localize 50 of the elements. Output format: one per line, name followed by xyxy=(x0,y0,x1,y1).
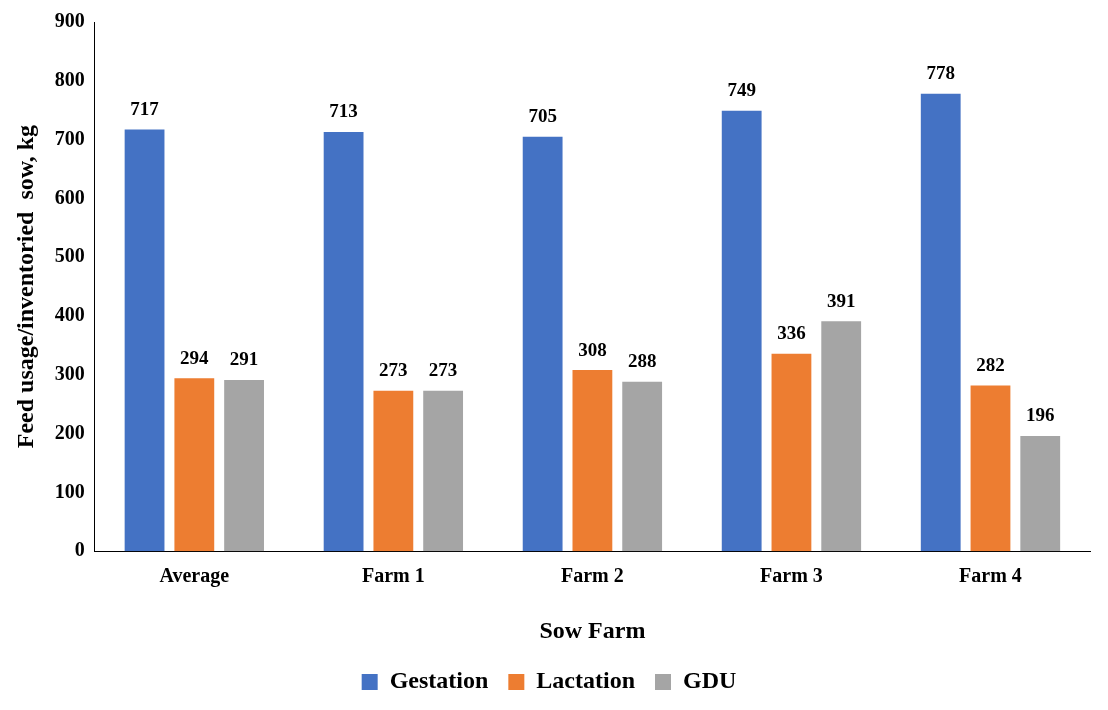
bar xyxy=(174,378,215,552)
data-label: 294 xyxy=(180,346,210,368)
x-tick-label: Average xyxy=(159,564,230,588)
bar xyxy=(920,93,961,552)
bar xyxy=(124,129,165,552)
x-tick-label: Farm 3 xyxy=(760,564,823,587)
y-tick-label: 800 xyxy=(54,67,85,90)
y-tick-label: 200 xyxy=(54,420,85,443)
data-label: 705 xyxy=(528,105,557,127)
data-label: 273 xyxy=(428,359,458,381)
bar xyxy=(970,385,1011,552)
x-axis-title: Sow Farm xyxy=(539,616,646,643)
x-tick-label: Farm 2 xyxy=(561,564,624,587)
bar xyxy=(721,110,762,552)
legend-label: Lactation xyxy=(536,667,636,694)
data-label: 336 xyxy=(777,322,806,344)
data-label: 308 xyxy=(578,338,607,360)
y-tick-label: 0 xyxy=(74,538,85,561)
x-tick-label: Farm 1 xyxy=(361,564,425,587)
data-label: 717 xyxy=(130,98,160,120)
y-tick-label: 700 xyxy=(54,126,85,149)
bar xyxy=(771,353,812,552)
data-label: 288 xyxy=(627,350,657,372)
y-tick-label: 100 xyxy=(54,479,85,502)
data-label: 749 xyxy=(727,79,756,101)
y-tick-label: 500 xyxy=(54,244,85,267)
bar xyxy=(622,381,663,552)
data-label: 391 xyxy=(826,289,856,311)
data-label: 196 xyxy=(1025,404,1055,426)
data-label: 778 xyxy=(926,62,955,84)
y-tick-label: 300 xyxy=(54,361,85,384)
bar xyxy=(423,390,464,552)
data-label: 273 xyxy=(379,359,408,381)
bar xyxy=(1020,435,1061,552)
y-tick-label: 400 xyxy=(54,303,85,326)
legend-label: GDU xyxy=(682,667,737,694)
bar xyxy=(572,370,613,552)
data-label: 282 xyxy=(976,353,1005,375)
y-axis-title: Feed usage/inventoried sow, kg xyxy=(11,124,38,449)
bar xyxy=(821,321,862,552)
legend-label: Gestation xyxy=(389,667,489,694)
bar xyxy=(224,380,264,552)
data-label: 713 xyxy=(329,100,358,122)
y-tick-label: 900 xyxy=(54,9,85,32)
data-label: 291 xyxy=(229,348,259,370)
bar xyxy=(373,390,414,552)
bar xyxy=(323,131,364,552)
bar xyxy=(522,136,563,552)
x-tick-label: Farm 4 xyxy=(959,564,1022,587)
y-tick-label: 600 xyxy=(54,185,85,208)
